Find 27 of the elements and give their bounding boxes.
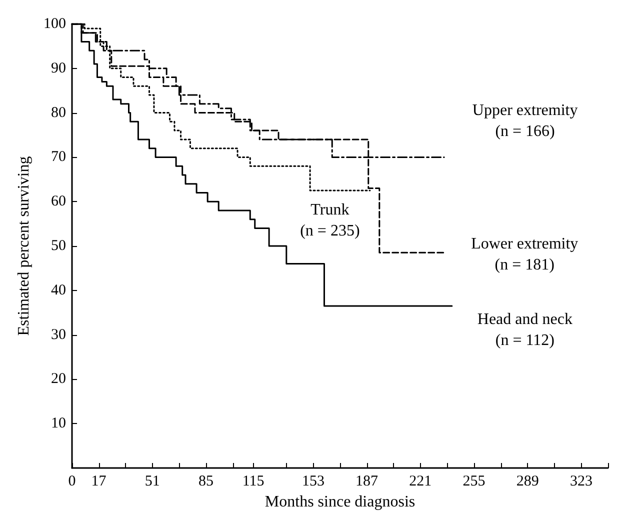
x-axis-title: Months since diagnosis [264,494,416,510]
y-tick-label: 10 [51,416,66,432]
x-tick-label: 255 [462,474,486,490]
x-tick-label: 153 [302,474,324,490]
y-tick-label: 100 [44,16,66,32]
x-tick-label: 51 [144,474,160,490]
x-tick-label: 323 [570,474,592,490]
series-label: Head and neck (n = 112) [477,310,572,349]
y-axis-title: Estimated percent surviving [16,156,32,336]
x-tick-label: 289 [516,474,539,490]
x-tick-label: 115 [242,474,264,490]
y-tick-label: 20 [51,371,66,388]
y-tick-label: 50 [51,238,66,254]
x-tick-label: 85 [198,474,214,490]
series-label: Lower extremity (n = 181) [471,236,578,274]
y-tick-label: 90 [51,60,66,76]
y-tick-label: 30 [51,326,66,343]
y-tick-label: 60 [51,194,66,210]
x-tick-label: 221 [409,474,432,490]
x-tick-label: 0 [68,474,76,490]
x-tick-label: 187 [356,474,379,490]
text: Upper extremity (n = 166) [472,102,578,140]
series-label: Trunk (n = 235) [300,202,360,240]
y-tick-label: 40 [51,282,66,298]
y-tick-label: 70 [51,149,66,166]
x-tick-label: 17 [91,474,107,490]
y-tick-label: 80 [51,104,66,121]
